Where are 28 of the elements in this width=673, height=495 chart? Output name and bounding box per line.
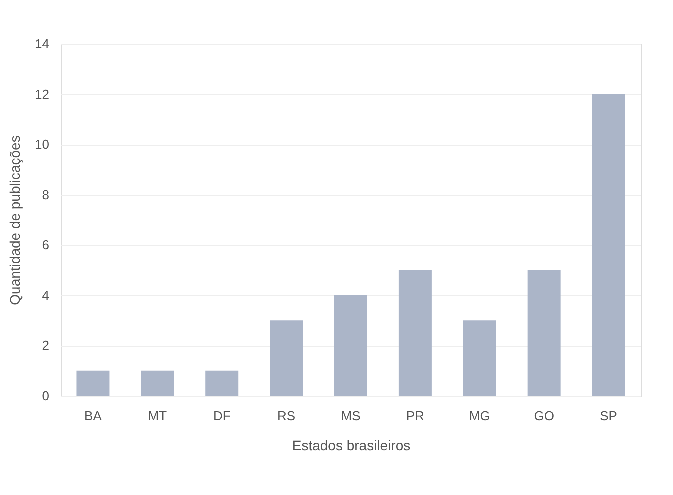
y-tick-label: 8 bbox=[42, 187, 50, 202]
x-tick-label: BA bbox=[84, 408, 102, 424]
x-tick-label: MT bbox=[148, 408, 168, 424]
x-axis-title: Estados brasileiros bbox=[292, 438, 411, 454]
bar bbox=[141, 370, 174, 396]
bar bbox=[592, 94, 626, 396]
x-tick-label: DF bbox=[213, 408, 231, 424]
y-tick-label: 0 bbox=[42, 388, 50, 404]
y-axis-title: Quantidade de publicações bbox=[7, 136, 24, 306]
y-tick-label: 10 bbox=[35, 137, 50, 152]
x-tick-label: PR bbox=[406, 408, 424, 424]
x-tick-label: MG bbox=[469, 408, 490, 424]
y-tick-label: 14 bbox=[35, 36, 50, 52]
bar bbox=[76, 370, 110, 396]
y-tick-label: 6 bbox=[42, 238, 50, 253]
x-tick-label: SP bbox=[600, 408, 618, 424]
x-tick-label: RS bbox=[278, 408, 296, 424]
bar bbox=[528, 270, 561, 396]
bar bbox=[463, 320, 496, 396]
bar bbox=[334, 295, 368, 396]
bar bbox=[398, 270, 432, 396]
x-tick-label: MS bbox=[341, 408, 362, 424]
x-tick-label: GO bbox=[534, 408, 554, 424]
y-tick-label: 2 bbox=[42, 338, 50, 354]
bar bbox=[270, 320, 304, 396]
bar bbox=[206, 370, 239, 396]
y-tick-label: 12 bbox=[35, 86, 50, 102]
y-tick-label: 4 bbox=[42, 288, 50, 303]
